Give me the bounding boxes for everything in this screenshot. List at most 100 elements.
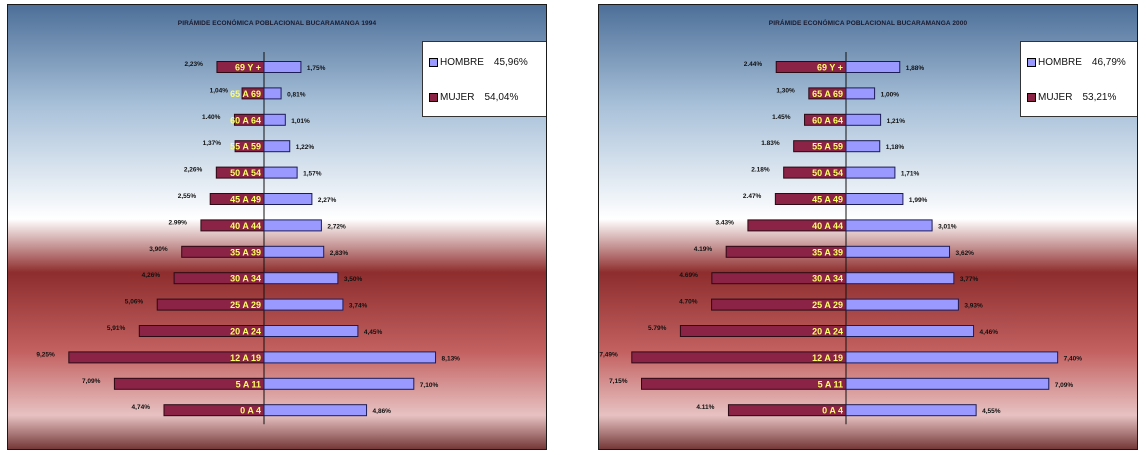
- category-label: 0 A 4: [822, 406, 843, 416]
- bar-hombre-35-a-39: [845, 245, 951, 258]
- legend-label: MUJER: [440, 92, 475, 103]
- bar-hombre-25-a-29: [845, 298, 959, 311]
- bar-hombre-40-a-44: [845, 219, 933, 232]
- data-label-mujer: 9,25%: [36, 351, 55, 358]
- data-label-mujer: 3,90%: [149, 246, 168, 253]
- bar-hombre-20-a-24: [263, 325, 359, 337]
- bar-hombre-55-a-59: [845, 140, 881, 153]
- pyramid-chart-2000: 69 Y + 2.44% 1,88% 65 A 69 1,30% 1,00% 60 A 64…: [598, 4, 1138, 450]
- data-label-mujer: 5,91%: [107, 325, 126, 332]
- data-label-hombre: 7,09%: [1055, 382, 1074, 389]
- category-label: 50 A 54: [812, 168, 843, 178]
- category-label: 45 A 49: [230, 195, 261, 205]
- data-label-hombre: 4,46%: [980, 329, 999, 336]
- bar-mujer-5-a-11: [641, 377, 847, 390]
- bar-hombre-5-a-11: [263, 377, 415, 390]
- legend-swatch-mujer: [429, 93, 438, 102]
- bar-hombre-45-a-49: [845, 193, 904, 205]
- data-label-mujer: 1.83%: [761, 140, 780, 147]
- category-label: 65 A 69: [230, 89, 261, 99]
- data-label-mujer: 4,74%: [132, 404, 151, 411]
- data-label-hombre: 1,21%: [887, 118, 906, 125]
- bar-hombre-12-a-19: [263, 351, 437, 364]
- data-label-mujer: 3.43%: [715, 219, 734, 226]
- pyramid-chart-1994: 69 Y + 2,23% 1,75% 65 A 69 1,04% 0,81% 60 A 64…: [7, 4, 547, 450]
- category-label: 45 A 49: [812, 195, 843, 205]
- data-label-mujer: 7,49%: [599, 351, 618, 358]
- category-label: 20 A 24: [230, 327, 261, 337]
- category-label: 35 A 39: [230, 247, 261, 257]
- data-label-mujer: 4.11%: [696, 404, 714, 411]
- bar-hombre-50-a-54: [263, 166, 298, 179]
- category-label: 5 A 11: [236, 379, 261, 389]
- bar-hombre-0-a-4: [263, 404, 368, 417]
- data-label-mujer: 4.19%: [694, 246, 713, 253]
- data-label-mujer: 5,06%: [125, 299, 144, 306]
- data-label-mujer: 7,15%: [609, 378, 628, 385]
- legend-item-hombre: HOMBRE 46,79%: [1027, 57, 1126, 68]
- data-label-hombre: 3,77%: [960, 276, 979, 283]
- legend-swatch-mujer: [1027, 93, 1036, 102]
- data-label-mujer: 1,30%: [776, 87, 795, 94]
- data-label-hombre: 1,22%: [296, 144, 315, 151]
- legend-label: MUJER: [1038, 92, 1073, 103]
- bar-hombre-65-a-69: [263, 87, 282, 100]
- data-label-mujer: 4.70%: [679, 299, 698, 306]
- data-label-hombre: 3,62%: [956, 250, 975, 257]
- data-label-hombre: 8,13%: [442, 355, 461, 362]
- data-label-mujer: 4,26%: [142, 272, 161, 279]
- bar-hombre-20-a-24: [845, 325, 975, 337]
- category-label: 35 A 39: [812, 247, 843, 257]
- data-label-hombre: 4,45%: [364, 329, 383, 336]
- bar-hombre-40-a-44: [263, 219, 322, 232]
- data-label-mujer: 1,37%: [203, 140, 222, 147]
- data-label-hombre: 1,00%: [881, 91, 900, 98]
- bar-hombre-25-a-29: [263, 298, 344, 311]
- data-label-mujer: 2.47%: [743, 193, 762, 200]
- bar-hombre-0-a-4: [845, 404, 977, 417]
- legend-label: HOMBRE: [1038, 57, 1082, 68]
- category-label: 69 Y +: [235, 63, 261, 73]
- legend-item-mujer: MUJER 53,21%: [1027, 92, 1116, 103]
- legend-value: 53,21%: [1082, 92, 1117, 103]
- legend-item-mujer: MUJER 54,04%: [429, 92, 518, 103]
- bar-hombre-30-a-34: [263, 272, 339, 285]
- bar-hombre-12-a-19: [845, 351, 1059, 364]
- category-label: 50 A 54: [230, 168, 261, 178]
- bar-hombre-69-y: [845, 61, 901, 73]
- data-label-hombre: 1,88%: [906, 65, 925, 72]
- bar-hombre-65-a-69: [845, 87, 876, 100]
- data-label-mujer: 4.69%: [679, 272, 698, 279]
- category-label: 55 A 59: [812, 142, 843, 152]
- data-label-hombre: 2,72%: [327, 223, 346, 230]
- bar-hombre-45-a-49: [263, 193, 313, 205]
- data-label-hombre: 1,71%: [901, 171, 920, 178]
- bar-hombre-60-a-64: [845, 113, 882, 126]
- category-label: 65 A 69: [812, 89, 843, 99]
- category-label: 30 A 34: [230, 274, 261, 284]
- data-label-mujer: 1.40%: [202, 114, 221, 121]
- bar-hombre-30-a-34: [845, 272, 955, 285]
- legend-value: 54,04%: [484, 92, 519, 103]
- data-label-hombre: 1,01%: [291, 118, 310, 125]
- data-label-hombre: 7,40%: [1064, 355, 1083, 362]
- legend-swatch-hombre: [1027, 58, 1036, 67]
- category-label: 60 A 64: [230, 115, 261, 125]
- category-label: 20 A 24: [812, 327, 843, 337]
- data-label-hombre: 1,18%: [886, 144, 905, 151]
- category-label: 40 A 44: [230, 221, 261, 231]
- data-label-hombre: 3,50%: [344, 276, 363, 283]
- chart-title: PIRÁMIDE ECONÓMICA POBLACIONAL BUCARAMAN…: [177, 20, 377, 27]
- data-label-mujer: 2,55%: [178, 193, 197, 200]
- data-label-hombre: 3,01%: [938, 223, 957, 230]
- category-label: 69 Y +: [817, 63, 843, 73]
- category-label: 5 A 11: [818, 379, 843, 389]
- category-label: 0 A 4: [240, 406, 261, 416]
- data-label-mujer: 7,09%: [82, 378, 101, 385]
- data-label-hombre: 4,55%: [982, 408, 1001, 415]
- data-label-mujer: 2,23%: [185, 61, 204, 68]
- legend-value: 46,79%: [1091, 57, 1126, 68]
- data-label-hombre: 1,99%: [909, 197, 928, 204]
- data-label-hombre: 1,75%: [307, 65, 326, 72]
- bar-hombre-35-a-39: [263, 245, 325, 258]
